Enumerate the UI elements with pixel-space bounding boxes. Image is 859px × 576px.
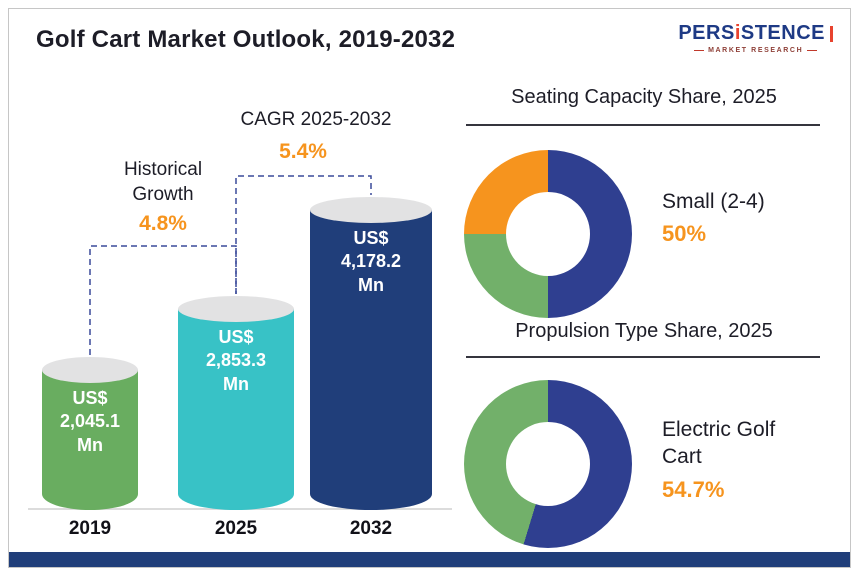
propulsion-callout: Electric Golf Cart 54.7% bbox=[662, 416, 810, 503]
bar-2025-value-label: US$ 2,853.3 Mn bbox=[178, 326, 294, 396]
bar-2019-value-line2: 2,045.1 bbox=[59, 411, 121, 432]
seating-heading-rule bbox=[466, 124, 820, 126]
seating-share-heading: Seating Capacity Share, 2025 bbox=[511, 86, 777, 108]
bar-2032-value-line2: 4,178.2 bbox=[340, 251, 402, 272]
bar-2032-value-line1: US$ bbox=[353, 228, 389, 248]
bar-2032-value-line3: Mn bbox=[358, 274, 384, 295]
bar-2032-value-label: US$ 4,178.2 Mn bbox=[310, 227, 432, 297]
seating-callout-value: 50% bbox=[662, 221, 707, 247]
bar-2019-value-line3: Mn bbox=[77, 434, 103, 455]
brand-logo-text-i: i bbox=[734, 22, 741, 44]
propulsion-callout-label: Electric Golf Cart bbox=[662, 418, 776, 469]
propulsion-heading-rule bbox=[466, 356, 820, 358]
logo-dash-right bbox=[807, 50, 818, 51]
propulsion-share-heading: Propulsion Type Share, 2025 bbox=[515, 320, 773, 342]
logo-dash-left bbox=[694, 50, 705, 51]
x-tick-2032: 2032 bbox=[349, 518, 393, 539]
brand-logo-text-left: PERS bbox=[678, 22, 735, 44]
brand-logo-red-bar bbox=[830, 25, 833, 42]
bar-2025-value-line1: US$ bbox=[218, 327, 254, 347]
bar-2019-value-line1: US$ bbox=[72, 388, 108, 408]
seating-donut-hole bbox=[506, 192, 590, 276]
brand-logo-wordmark: PERS i STENCE bbox=[678, 22, 833, 45]
historical-growth-label: Historical Growth bbox=[123, 159, 203, 205]
seating-capacity-donut-chart bbox=[464, 150, 632, 318]
bar-2025-top-ellipse bbox=[178, 296, 294, 322]
brand-logo-text-right: STENCE bbox=[740, 22, 825, 44]
bar-2025-value-line2: 2,853.3 bbox=[205, 350, 267, 371]
brand-logo-subtitle: MARKET RESEARCH bbox=[708, 47, 804, 54]
bar-2019-body bbox=[42, 370, 138, 510]
bar-2019: US$ 2,045.1 Mn bbox=[42, 357, 138, 510]
historical-growth-value: 4.8% bbox=[139, 212, 187, 235]
bar-2019-top-ellipse bbox=[42, 357, 138, 383]
propulsion-callout-value: 54.7% bbox=[662, 476, 725, 502]
propulsion-type-donut-chart bbox=[464, 380, 632, 548]
bar-2032: US$ 4,178.2 Mn bbox=[310, 197, 432, 510]
seating-callout: Small (2-4) 50% bbox=[662, 188, 822, 247]
x-tick-2019: 2019 bbox=[68, 518, 112, 539]
propulsion-donut-hole bbox=[506, 422, 590, 506]
brand-logo-subtitle-row: MARKET RESEARCH bbox=[678, 47, 833, 54]
seating-callout-label: Small (2-4) bbox=[662, 190, 765, 213]
bar-2025-value-line3: Mn bbox=[223, 373, 249, 394]
brand-logo: PERS i STENCE MARKET RESEARCH bbox=[678, 22, 833, 54]
cagr-value: 5.4% bbox=[279, 140, 327, 163]
bar-2019-value-label: US$ 2,045.1 Mn bbox=[42, 387, 138, 457]
cagr-label: CAGR 2025-2032 bbox=[240, 109, 392, 130]
x-tick-2025: 2025 bbox=[214, 518, 258, 539]
bar-2025: US$ 2,853.3 Mn bbox=[178, 296, 294, 510]
footer-accent-bar bbox=[9, 552, 850, 567]
bar-2032-top-ellipse bbox=[310, 197, 432, 223]
page-title: Golf Cart Market Outlook, 2019-2032 bbox=[36, 26, 456, 53]
market-bar-chart: US$ 2,045.1 Mn US$ 2,853.3 Mn US$ 4,178.… bbox=[28, 80, 458, 542]
